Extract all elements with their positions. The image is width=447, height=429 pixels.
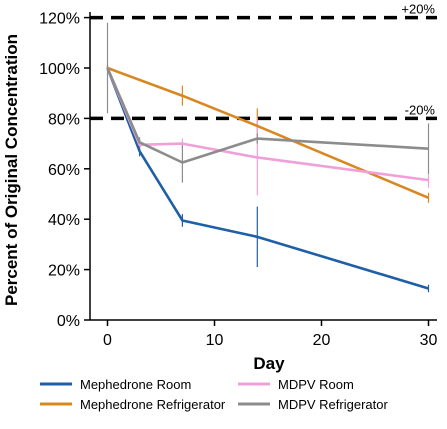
plot-area: [89, 12, 437, 321]
x-tick-label: 30: [420, 332, 438, 349]
mephedrone-refrigerator-line: [107, 66, 430, 199]
x-tick-label: 10: [206, 332, 224, 349]
legend-label-mdpv-room: MDPV Room: [278, 377, 354, 392]
series-lines: [106, 66, 430, 290]
reference-line-label-2: -20%: [405, 102, 436, 117]
x-ticks: 0 10 20 30: [103, 320, 438, 349]
y-tick-label: 100%: [39, 61, 80, 78]
mephedrone-room-line: [106, 67, 429, 290]
mdpv-refrigerator-line: [106, 67, 429, 164]
x-tick-label: 0: [103, 332, 112, 349]
y-tick-label: 80%: [48, 111, 80, 128]
y-tick-label: 20%: [48, 263, 80, 280]
reference-lines: +20% -20%: [90, 2, 437, 121]
reference-line-label-1: +20%: [401, 2, 435, 17]
x-tick-label: 20: [313, 332, 331, 349]
legend-label-mdpv-refrigerator: MDPV Refrigerator: [278, 397, 388, 412]
legend-label-mephedrone-room: Mephedrone Room: [80, 377, 191, 392]
y-tick-label: 120%: [39, 11, 80, 28]
error-bars: [106, 22, 430, 293]
y-tick-label: 60%: [48, 162, 80, 179]
y-ticks: 0% 20% 40% 60% 80% 100% 120%: [39, 11, 90, 330]
y-axis-label: Percent of Original Concentration: [2, 34, 21, 306]
y-tick-label: 0%: [57, 313, 80, 330]
y-tick-label: 40%: [48, 212, 80, 229]
legend: Mephedrone Room Mephedrone Refrigerator MD…: [40, 377, 388, 412]
x-axis-label: Day: [253, 354, 285, 373]
legend-label-mephedrone-refrigerator: Mephedrone Refrigerator: [80, 397, 226, 412]
